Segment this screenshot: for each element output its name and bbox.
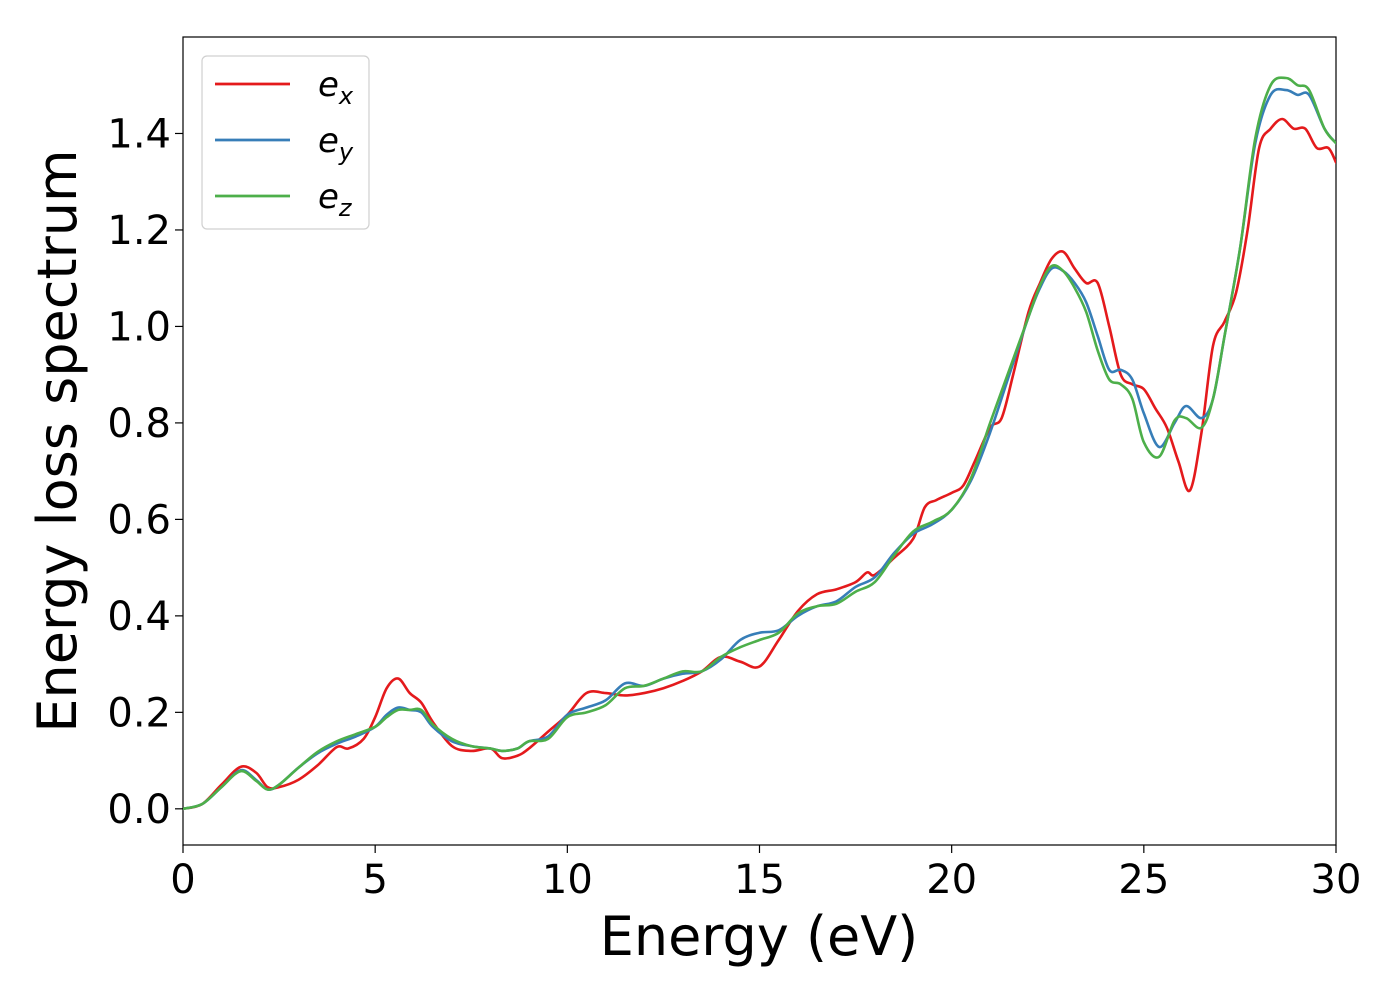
y-tick-label: 0.4 bbox=[107, 594, 171, 640]
y-tick-label: 1.4 bbox=[107, 111, 171, 157]
y-tick-label: 1.0 bbox=[107, 304, 171, 350]
legend-box bbox=[201, 55, 370, 230]
y-axis-title: Energy loss spectrum bbox=[26, 149, 89, 732]
y-tick-label: 0.2 bbox=[107, 690, 171, 736]
x-tick-label: 5 bbox=[362, 857, 387, 903]
y-tick-label: 0.8 bbox=[107, 401, 171, 447]
y-tick-label: 0.6 bbox=[107, 497, 171, 543]
y-axis: 0.0 0.2 0.4 0.6 0.8 1.0 1.2 1.4 bbox=[107, 111, 183, 833]
x-tick-label: 10 bbox=[542, 857, 593, 903]
legend-label-y: ey bbox=[318, 121, 354, 166]
x-tick-label: 15 bbox=[734, 857, 785, 903]
series-layer bbox=[183, 76, 1336, 811]
y-tick-label: 0.0 bbox=[107, 787, 171, 833]
x-tick-label: 25 bbox=[1118, 857, 1169, 903]
y-tick-label: 1.2 bbox=[107, 208, 171, 254]
series-line-z bbox=[183, 76, 1336, 811]
x-tick-label: 0 bbox=[170, 857, 195, 903]
x-axis-title: Energy (eV) bbox=[600, 905, 919, 968]
x-axis: 0 5 10 15 20 25 30 bbox=[170, 845, 1361, 903]
series-line-y bbox=[183, 87, 1336, 811]
x-tick-label: 20 bbox=[926, 857, 977, 903]
series-line-x bbox=[183, 117, 1336, 811]
x-tick-label: 30 bbox=[1311, 857, 1362, 903]
